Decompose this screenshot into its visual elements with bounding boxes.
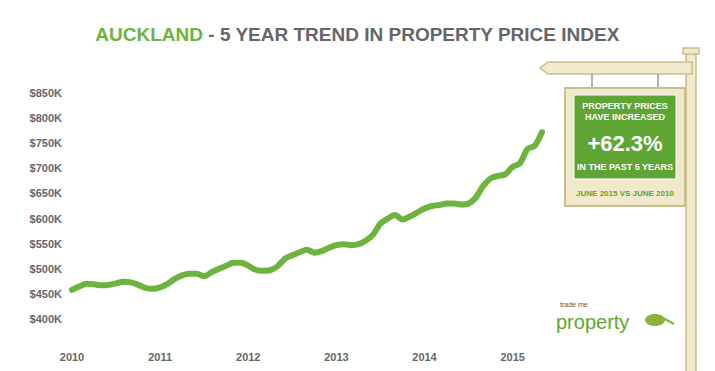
svg-text:$450K: $450K xyxy=(30,288,62,300)
svg-text:property: property xyxy=(556,311,629,333)
svg-text:$550K: $550K xyxy=(30,238,62,250)
svg-text:- 5 YEAR TREND IN PROPERTY PRI: - 5 YEAR TREND IN PROPERTY PRICE INDEX xyxy=(208,24,619,45)
svg-text:AUCKLAND: AUCKLAND xyxy=(95,24,203,45)
svg-text:HAVE INCREASED: HAVE INCREASED xyxy=(585,112,665,122)
svg-text:+62.3%: +62.3% xyxy=(587,131,662,156)
svg-text:$700K: $700K xyxy=(30,162,62,174)
svg-text:$650K: $650K xyxy=(30,187,62,199)
svg-text:2012: 2012 xyxy=(236,351,260,363)
svg-text:$600K: $600K xyxy=(30,213,62,225)
svg-text:IN THE PAST 5 YEARS: IN THE PAST 5 YEARS xyxy=(577,162,673,172)
svg-text:JUNE 2015 VS JUNE 2010: JUNE 2015 VS JUNE 2010 xyxy=(576,189,674,198)
svg-text:2013: 2013 xyxy=(324,351,348,363)
svg-text:2011: 2011 xyxy=(148,351,172,363)
svg-text:$800K: $800K xyxy=(30,112,62,124)
svg-text:2015: 2015 xyxy=(500,351,524,363)
svg-text:trade me: trade me xyxy=(560,301,588,308)
svg-text:$500K: $500K xyxy=(30,263,62,275)
svg-text:$750K: $750K xyxy=(30,137,62,149)
svg-text:PROPERTY PRICES: PROPERTY PRICES xyxy=(582,101,667,111)
svg-text:$400K: $400K xyxy=(30,313,62,325)
svg-text:2014: 2014 xyxy=(412,351,437,363)
svg-text:$850K: $850K xyxy=(30,87,62,99)
svg-text:2010: 2010 xyxy=(60,351,84,363)
